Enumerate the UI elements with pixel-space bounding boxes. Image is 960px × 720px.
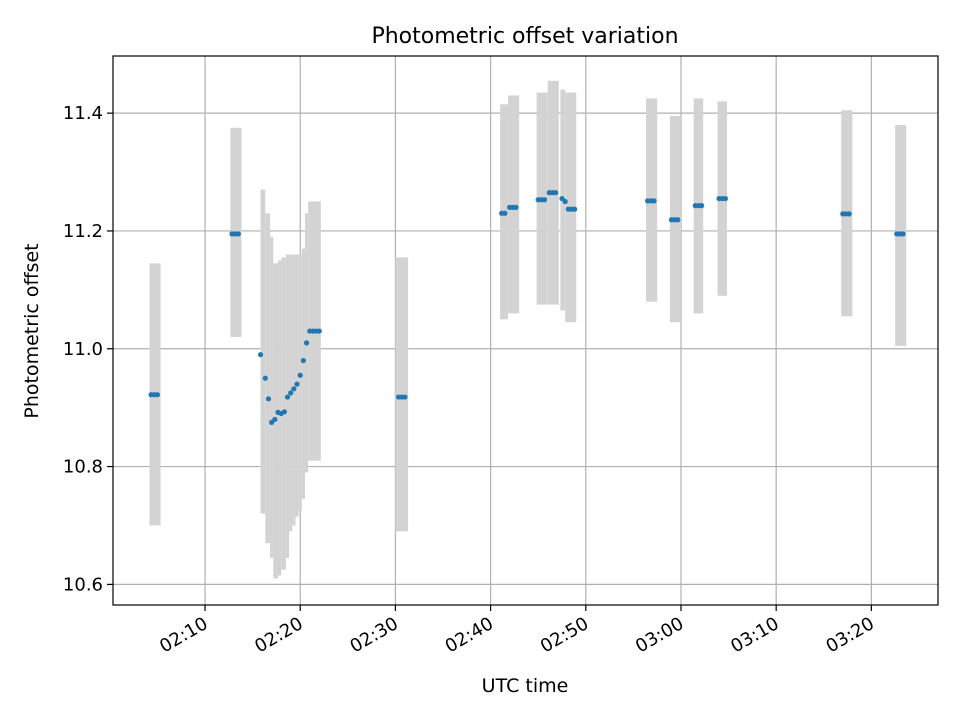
data-point: [541, 197, 548, 203]
data-point: [257, 352, 264, 358]
data-point: [502, 210, 508, 216]
data-point: [303, 340, 310, 346]
error-band: [270, 236, 274, 558]
data-point: [288, 390, 294, 396]
data-point: [316, 328, 322, 334]
data-point: [291, 386, 297, 392]
data-point: [675, 217, 681, 223]
data-point: [513, 204, 519, 210]
data-point: [265, 396, 272, 402]
y-tick-label: 10.8: [63, 457, 103, 478]
data-point: [722, 195, 729, 202]
data-point: [272, 416, 278, 423]
error-band: [298, 254, 302, 511]
error-band: [278, 260, 282, 576]
data-point: [294, 381, 300, 387]
error-band: [260, 189, 266, 514]
data-point: [562, 198, 568, 205]
data-points: [148, 190, 906, 425]
data-point: [651, 198, 657, 204]
data-point: [699, 203, 705, 209]
y-tick-label: 10.6: [63, 574, 103, 595]
data-point: [553, 190, 559, 196]
error-band: [395, 257, 409, 532]
error-band: [285, 254, 290, 558]
data-point: [281, 409, 287, 415]
x-axis-label: UTC time: [482, 675, 569, 697]
data-point: [402, 394, 408, 400]
y-tick-label: 11.0: [63, 339, 103, 360]
data-point: [262, 375, 268, 381]
data-point: [900, 231, 906, 237]
y-axis-label: Photometric offset: [21, 243, 43, 418]
error-band: [301, 248, 305, 499]
error-band: [508, 95, 520, 314]
data-point: [572, 206, 578, 212]
chart-title: Photometric offset variation: [371, 24, 678, 49]
plot-frame: [112, 55, 939, 606]
y-tick-label: 11.4: [63, 103, 103, 124]
y-tick-label: 11.2: [63, 221, 103, 242]
data-point: [284, 394, 291, 400]
data-point: [154, 392, 161, 398]
data-point: [235, 231, 241, 237]
data-point: [846, 211, 852, 217]
data-point: [300, 357, 306, 364]
data-point: [297, 372, 303, 378]
